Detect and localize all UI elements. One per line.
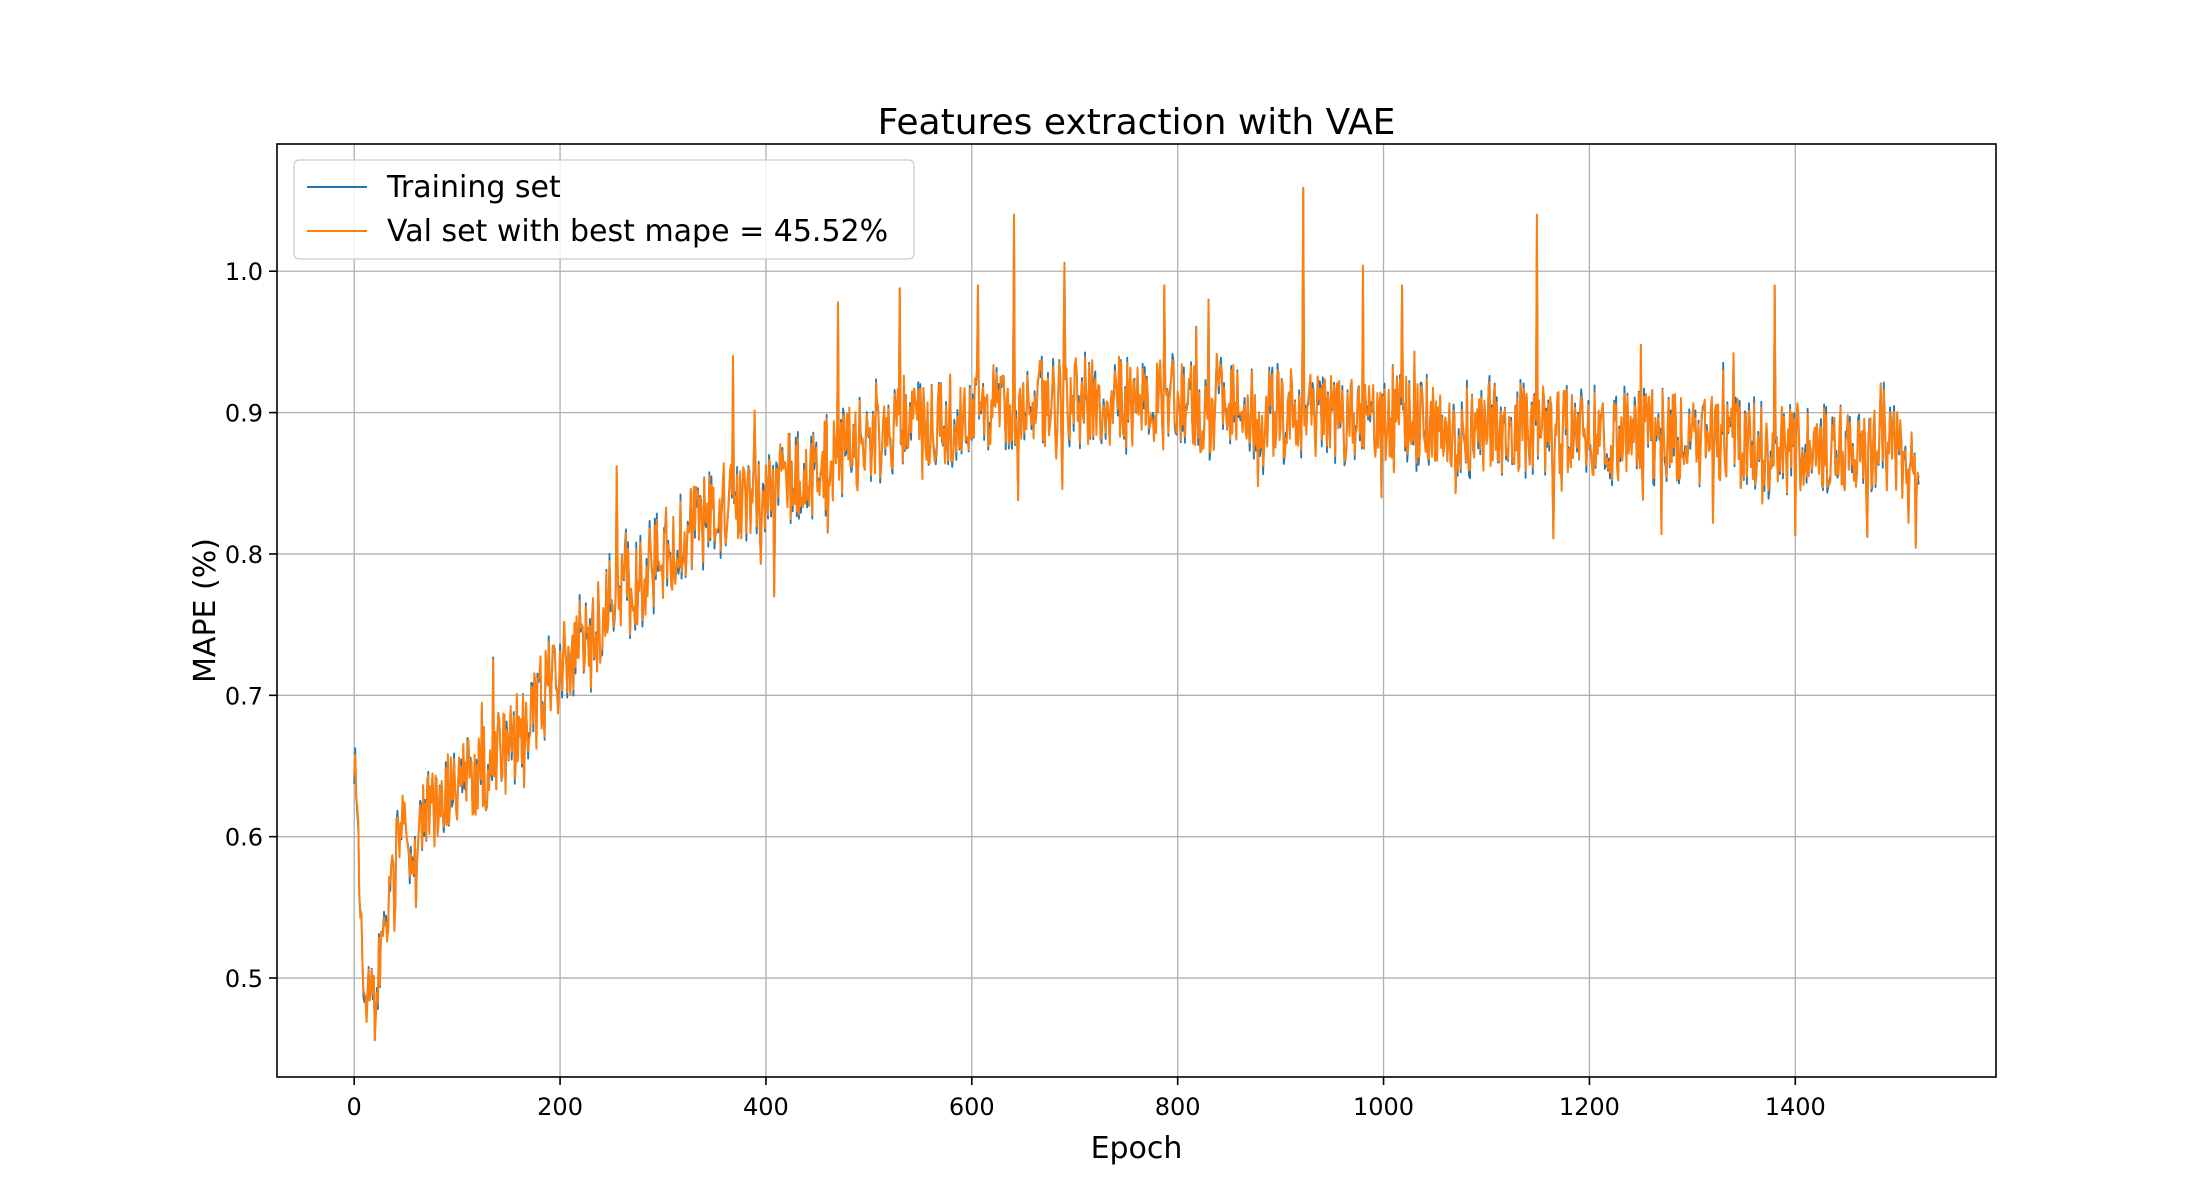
chart-title: Features extraction with VAE	[878, 102, 1396, 143]
x-tick-label: 1200	[1559, 1093, 1620, 1121]
x-tick-label: 1400	[1765, 1093, 1826, 1121]
y-tick-label: 0.7	[225, 682, 263, 710]
series-line-1	[353, 186, 1920, 1042]
x-tick-label: 0	[347, 1093, 362, 1121]
legend-val-label: Val set with best mape = 45.52%	[387, 214, 888, 249]
x-tick-label: 1000	[1353, 1093, 1414, 1121]
x-tick-label: 400	[743, 1093, 789, 1121]
plot-series	[353, 186, 1920, 1042]
y-tick-label: 0.9	[225, 400, 263, 428]
x-axis-label: Epoch	[1091, 1131, 1183, 1166]
y-tick-label: 0.6	[225, 824, 263, 852]
y-axis-label: MAPE (%)	[188, 538, 223, 683]
y-tick-label: 0.5	[225, 965, 263, 993]
plot-frame	[276, 143, 1997, 1078]
legend-training-label: Training set	[386, 170, 561, 205]
x-tick-label: 800	[1155, 1093, 1201, 1121]
legend-box	[293, 159, 915, 260]
legend: Training set Val set with best mape = 45…	[293, 159, 915, 260]
y-tick-label: 1.0	[225, 258, 263, 286]
x-tick-label: 200	[537, 1093, 583, 1121]
x-tick-label: 600	[949, 1093, 995, 1121]
grid	[277, 144, 1996, 1077]
y-tick-label: 0.8	[225, 541, 263, 569]
axis-ticks: 0 200 400 600 800 1000 1200 1400 0.5 0.6 0.7 0.8 0.9…	[225, 258, 1826, 1121]
